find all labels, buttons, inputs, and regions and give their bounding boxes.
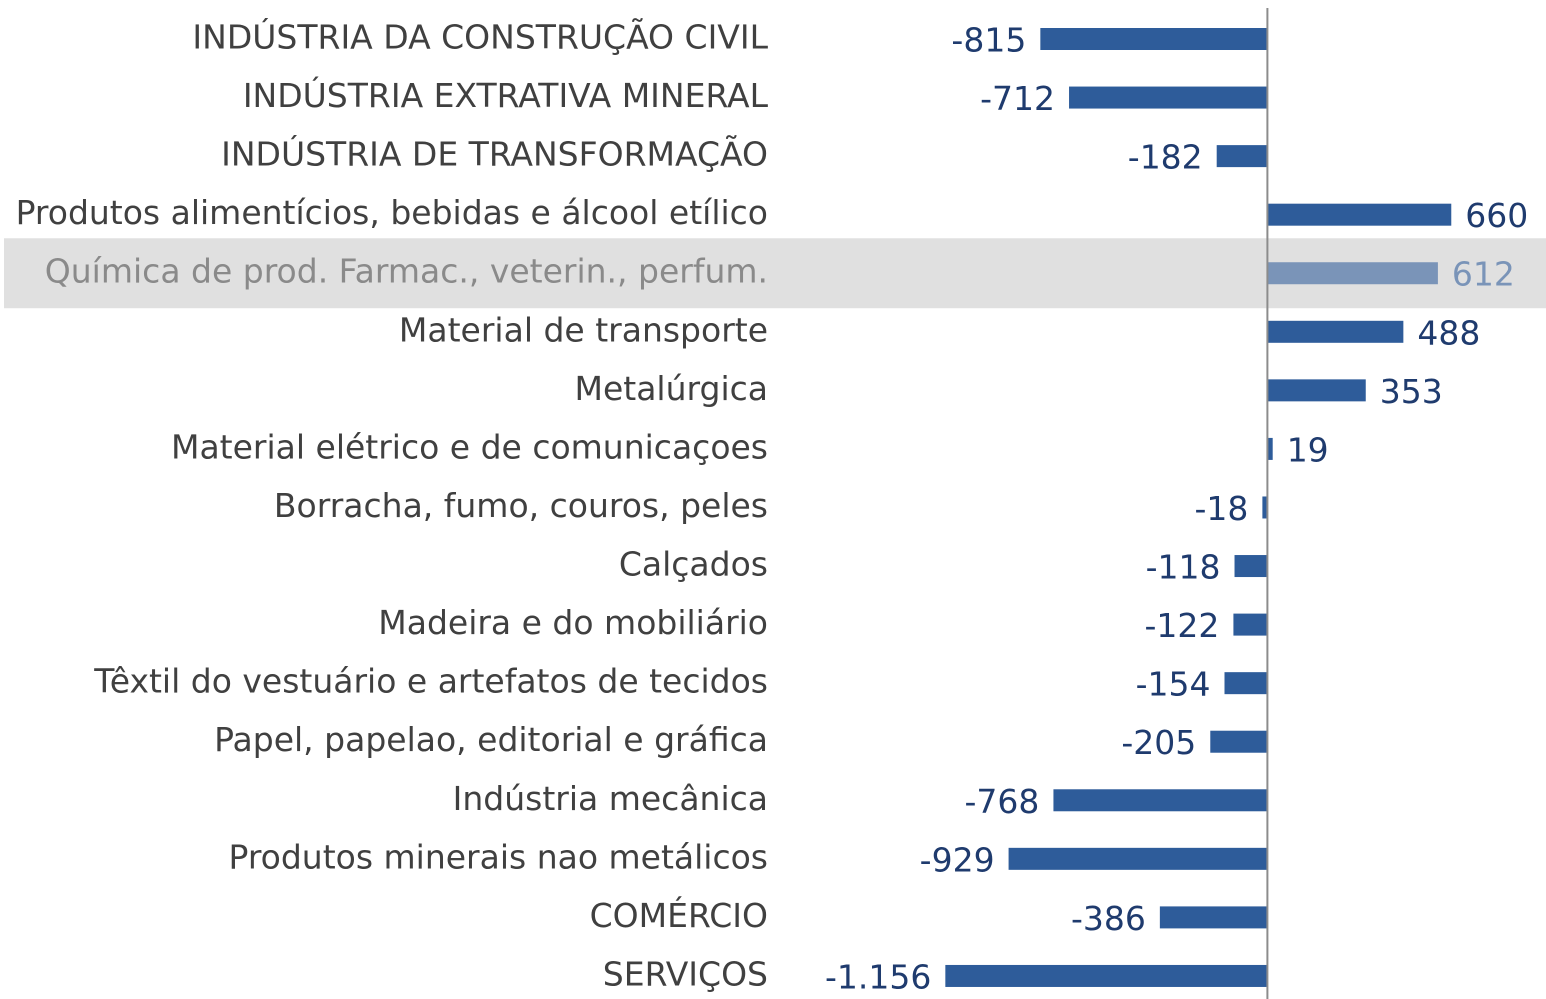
category-label: Produtos alimentícios, bebidas e álcool … xyxy=(16,193,768,232)
bar xyxy=(1224,672,1268,695)
category-label: SERVIÇOS xyxy=(603,954,768,993)
category-label: INDÚSTRIA EXTRATIVA MINERAL xyxy=(243,75,769,115)
value-label: 660 xyxy=(1465,196,1528,235)
bar xyxy=(1210,730,1268,753)
bar xyxy=(1234,555,1268,578)
value-label: -712 xyxy=(980,79,1055,118)
bar xyxy=(1267,320,1404,343)
bar xyxy=(1008,847,1268,870)
bar xyxy=(1262,496,1268,519)
value-label: -122 xyxy=(1145,606,1220,645)
bar xyxy=(1040,28,1268,50)
category-label: Têxtil do vestuário e artefatos de tecid… xyxy=(93,662,768,701)
value-label: -18 xyxy=(1194,489,1248,528)
bar xyxy=(1053,789,1268,812)
category-label: Borracha, fumo, couros, peles xyxy=(274,486,768,525)
bar xyxy=(945,964,1268,987)
value-label: -386 xyxy=(1071,899,1146,938)
value-label: -815 xyxy=(951,21,1026,60)
bar xyxy=(1216,145,1268,168)
value-label: -118 xyxy=(1146,548,1221,587)
value-label: -205 xyxy=(1121,723,1196,762)
value-label: -182 xyxy=(1128,138,1203,177)
bar xyxy=(1159,906,1268,929)
category-label: Papel, papelao, editorial e gráfica xyxy=(214,720,768,759)
value-label: 488 xyxy=(1417,313,1480,352)
value-label: -1.156 xyxy=(825,957,931,996)
category-label: Material elétrico e de comunicaçoes xyxy=(171,427,768,466)
category-label: Madeira e do mobiliário xyxy=(378,603,768,642)
category-label: Calçados xyxy=(619,545,768,584)
bar xyxy=(1069,86,1268,109)
value-label: -154 xyxy=(1136,665,1211,704)
bar xyxy=(1233,613,1268,636)
category-label: Material de transporte xyxy=(399,310,768,349)
bar xyxy=(1267,262,1438,285)
category-label: COMÉRCIO xyxy=(590,895,768,935)
category-label: Indústria mecânica xyxy=(453,779,768,818)
bar xyxy=(1267,437,1273,460)
category-label: Metalúrgica xyxy=(575,369,769,408)
value-label: 19 xyxy=(1287,430,1329,469)
bar xyxy=(1267,203,1452,226)
category-label: Química de prod. Farmac., veterin., perf… xyxy=(45,252,768,291)
value-label: 612 xyxy=(1452,255,1515,294)
bar xyxy=(1267,379,1366,402)
value-label: -929 xyxy=(920,840,995,879)
category-label: INDÚSTRIA DE TRANSFORMAÇÃO xyxy=(221,134,768,174)
value-label: -768 xyxy=(965,782,1040,821)
category-label: Produtos minerais nao metálicos xyxy=(229,837,769,876)
category-label: INDÚSTRIA DA CONSTRUÇÃO CIVIL xyxy=(192,17,768,57)
value-label: 353 xyxy=(1380,372,1443,411)
